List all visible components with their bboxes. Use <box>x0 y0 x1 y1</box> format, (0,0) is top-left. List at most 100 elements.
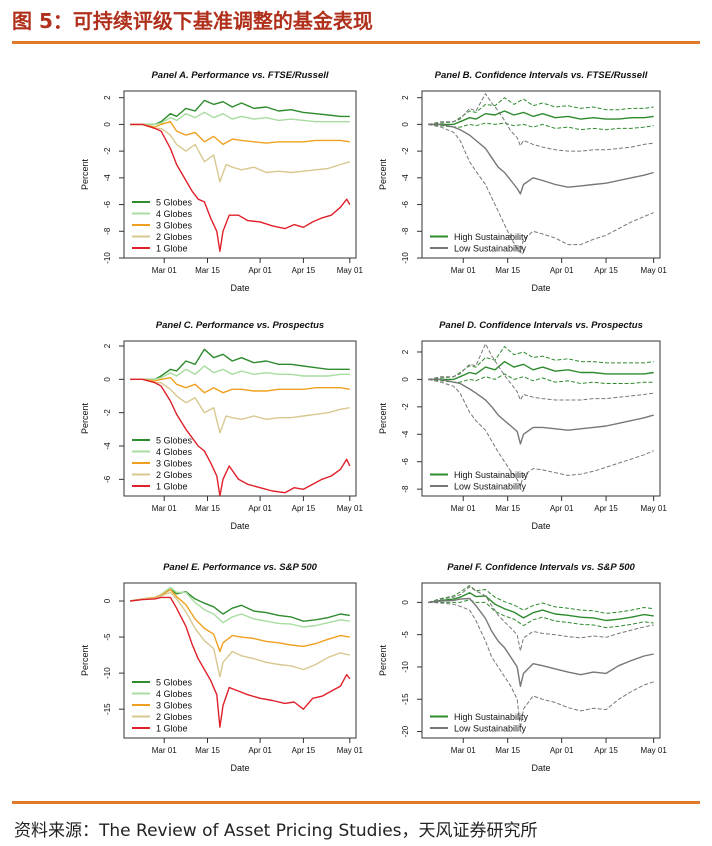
x-tick-label: Apr 15 <box>594 266 618 275</box>
legend-label: 5 Globes <box>156 436 193 446</box>
y-tick-label: -6 <box>401 458 410 466</box>
plot-frame <box>123 582 357 739</box>
x-tick-label: May 01 <box>641 266 668 275</box>
legend-label: 5 Globes <box>156 198 193 208</box>
x-tick-label: May 01 <box>337 746 364 755</box>
series-line-low-sustainability <box>428 378 654 445</box>
x-tick-label: May 01 <box>337 504 364 513</box>
y-axis-label: Percent <box>378 644 388 676</box>
x-axis-label: Date <box>230 283 249 293</box>
panel-title: Panel F. Confidence Intervals vs. S&P 50… <box>447 562 635 573</box>
y-tick-label: -15 <box>103 703 112 715</box>
panel-e: Panel E. Performance vs. S&P 500 0 -5 -10 -1… <box>80 562 363 773</box>
series-line-high-sustainability <box>428 592 654 622</box>
legend-label: High Sustainability <box>454 712 529 722</box>
x-tick-label: Apr 01 <box>248 266 272 275</box>
series-line-3-globes <box>130 120 350 146</box>
y-tick-label: -10 <box>103 252 112 264</box>
y-axis-label: Percent <box>80 644 90 676</box>
legend-label: 4 Globes <box>156 689 193 699</box>
y-tick-label: -4 <box>103 174 112 182</box>
y-tick-label: -5 <box>401 631 410 639</box>
x-tick-label: Mar 01 <box>451 504 476 513</box>
series-line-2-globes <box>130 378 350 434</box>
plot-frame <box>421 90 661 259</box>
x-tick-label: May 01 <box>641 504 668 513</box>
series-line-4-globes <box>130 586 350 628</box>
x-tick-label: Apr 01 <box>248 504 272 513</box>
y-tick-label: -4 <box>103 442 112 450</box>
series-line-high-sustainability-upper <box>428 585 654 614</box>
y-tick-label: 0 <box>401 122 410 127</box>
x-tick-label: Mar 15 <box>495 746 520 755</box>
series-line-low-sustainability <box>428 597 654 687</box>
y-axis-label: Percent <box>378 158 388 190</box>
series-line-1-globe <box>130 378 351 496</box>
y-tick-label: -20 <box>401 725 410 737</box>
series-line-low-sustainability-lower <box>428 601 654 729</box>
y-tick-label: -8 <box>103 227 112 235</box>
series-line-low-sustainability-lower <box>428 123 654 254</box>
y-tick-label: 2 <box>103 343 112 348</box>
y-tick-label: -6 <box>103 200 112 208</box>
y-tick-label: -5 <box>103 633 112 641</box>
y-tick-label: -4 <box>401 174 410 182</box>
series-line-high-sustainability-lower <box>428 599 654 629</box>
figure-title: 图 5：可持续评级下基准调整的基金表现 <box>12 9 373 33</box>
series-line-low-sustainability-lower <box>428 378 654 487</box>
x-axis-label: Date <box>531 521 550 531</box>
series-line-4-globes <box>130 111 350 126</box>
panel-title: Panel D. Confidence Intervals vs. Prospe… <box>439 320 643 331</box>
series-line-low-sustainability-upper <box>428 343 654 401</box>
series-line-high-sustainability-lower <box>428 122 654 131</box>
legend-label: High Sustainability <box>454 470 529 480</box>
x-tick-label: Mar 01 <box>152 746 177 755</box>
series-line-high-sustainability <box>428 110 654 126</box>
y-tick-label: 2 <box>103 95 112 100</box>
y-axis-label: Percent <box>80 158 90 190</box>
panel-d: Panel D. Confidence Intervals vs. Prospe… <box>378 320 667 531</box>
y-tick-label: 0 <box>103 377 112 382</box>
legend-label: Low Sustainability <box>454 244 527 254</box>
legend-label: 1 Globe <box>156 482 188 492</box>
y-tick-label: -2 <box>103 409 112 417</box>
panel-title: Panel E. Performance vs. S&P 500 <box>163 562 318 573</box>
series-line-1-globe <box>130 596 351 728</box>
x-tick-label: Mar 15 <box>195 504 220 513</box>
plot-frame <box>123 340 357 497</box>
x-tick-label: Apr 15 <box>594 746 618 755</box>
x-tick-label: Apr 01 <box>550 504 574 513</box>
panel-title: Panel A. Performance vs. FTSE/Russell <box>151 70 328 81</box>
x-tick-label: Apr 15 <box>292 746 316 755</box>
x-tick-label: May 01 <box>641 746 668 755</box>
x-tick-label: Apr 01 <box>550 746 574 755</box>
legend-label: 1 Globe <box>156 724 188 734</box>
plot-frame <box>421 340 661 497</box>
panel-title: Panel C. Performance vs. Prospectus <box>156 320 324 331</box>
y-tick-label: 2 <box>401 349 410 354</box>
source-note: 资料来源：The Review of Asset Pricing Studies… <box>14 821 538 841</box>
x-axis-label: Date <box>230 521 249 531</box>
top-divider <box>12 41 700 44</box>
x-tick-label: Apr 01 <box>248 746 272 755</box>
y-tick-label: 2 <box>401 95 410 100</box>
y-tick-label: -10 <box>401 661 410 673</box>
series-line-3-globes <box>130 588 350 653</box>
plot-frame <box>421 582 661 739</box>
series-line-4-globes <box>130 365 350 380</box>
x-axis-label: Date <box>531 283 550 293</box>
x-axis-label: Date <box>531 763 550 773</box>
x-tick-label: Apr 15 <box>292 266 316 275</box>
bottom-divider <box>12 801 700 804</box>
legend-label: 1 Globe <box>156 244 188 254</box>
legend-label: 3 Globes <box>156 701 193 711</box>
y-tick-label: -2 <box>103 147 112 155</box>
y-tick-label: 0 <box>103 598 112 603</box>
y-tick-label: -6 <box>401 200 410 208</box>
legend-label: Low Sustainability <box>454 482 527 492</box>
x-tick-label: May 01 <box>337 266 364 275</box>
x-tick-label: Mar 01 <box>152 504 177 513</box>
y-axis-label: Percent <box>80 402 90 434</box>
series-line-3-globes <box>130 377 350 394</box>
plot-frame <box>123 90 357 259</box>
